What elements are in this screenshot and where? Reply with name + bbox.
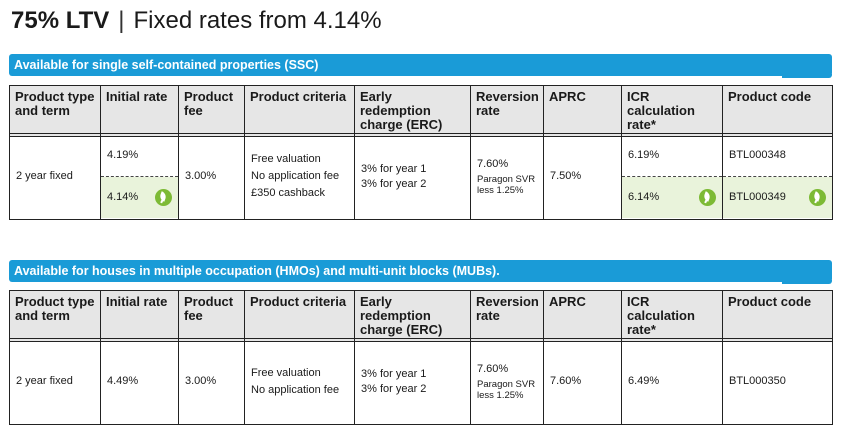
code-option-green: BTL000349 bbox=[723, 176, 832, 218]
title-subtitle: Fixed rates from 4.14% bbox=[133, 7, 382, 34]
product-term: 2 year fixed bbox=[9, 338, 101, 425]
col-product-criteria: Product criteria bbox=[244, 85, 355, 137]
section-banner-hmo-mub: Available for houses in multiple occupat… bbox=[9, 260, 832, 284]
erc-cell: 3% for year 1 3% for year 2 bbox=[354, 338, 471, 425]
col-initial-rate: Initial rate bbox=[100, 85, 179, 137]
col-reversion-rate: Reversion rate bbox=[470, 290, 544, 342]
col-product-code: Product code bbox=[722, 290, 833, 342]
col-product-code: Product code bbox=[722, 85, 833, 137]
col-reversion-rate: Reversion rate bbox=[470, 85, 544, 137]
ltv-label: 75% LTV bbox=[11, 7, 110, 34]
col-erc: Early redemption charge (ERC) bbox=[354, 85, 471, 137]
code-option-standard: BTL000348 bbox=[723, 136, 832, 177]
table-row: 2 year fixed 4.19% 4.14% 3.00% Free valu… bbox=[9, 133, 833, 220]
table-header-ssc: Product type and term Initial rate Produ… bbox=[9, 85, 833, 137]
icr-cell: 6.19% 6.14% bbox=[621, 133, 723, 220]
product-term: 2 year fixed bbox=[9, 133, 101, 220]
table-body-hmo-mub: 2 year fixed 4.49% 3.00% Free valuation … bbox=[9, 338, 833, 425]
col-aprc: APRC bbox=[543, 290, 622, 342]
col-icr: ICR calculation rate* bbox=[621, 290, 723, 342]
icr-option-green: 6.14% bbox=[622, 176, 722, 218]
leaf-icon bbox=[699, 188, 716, 206]
aprc-cell: 7.50% bbox=[543, 133, 622, 220]
rate-option-standard: 4.19% bbox=[101, 136, 178, 177]
icr-option-standard: 6.19% bbox=[622, 136, 722, 177]
col-erc: Early redemption charge (ERC) bbox=[354, 290, 471, 342]
table-row: 2 year fixed 4.49% 3.00% Free valuation … bbox=[9, 338, 833, 425]
col-aprc: APRC bbox=[543, 85, 622, 137]
reversion-cell: 7.60% Paragon SVR less 1.25% bbox=[470, 133, 544, 220]
leaf-icon bbox=[155, 188, 172, 206]
col-product-criteria: Product criteria bbox=[244, 290, 355, 342]
product-code-cell: BTL000350 bbox=[722, 338, 833, 425]
col-icr: ICR calculation rate* bbox=[621, 85, 723, 137]
rate-option-green: 4.14% bbox=[101, 176, 178, 218]
initial-rate-cell: 4.49% bbox=[100, 338, 179, 425]
section-banner-ssc: Available for single self-contained prop… bbox=[9, 54, 832, 78]
table-body-ssc: 2 year fixed 4.19% 4.14% 3.00% Free valu… bbox=[9, 133, 833, 220]
product-code-cell: BTL000348 BTL000349 bbox=[722, 133, 833, 220]
erc-cell: 3% for year 1 3% for year 2 bbox=[354, 133, 471, 220]
page-title: 75% LTV | Fixed rates from 4.14% bbox=[11, 6, 382, 36]
product-criteria: Free valuation No application fee bbox=[244, 338, 355, 425]
col-product-fee: Product fee bbox=[178, 290, 245, 342]
aprc-cell: 7.60% bbox=[543, 338, 622, 425]
initial-rate-cell: 4.19% 4.14% bbox=[100, 133, 179, 220]
col-product-fee: Product fee bbox=[178, 85, 245, 137]
col-product-type: Product type and term bbox=[9, 85, 101, 137]
product-criteria: Free valuation No application fee £350 c… bbox=[244, 133, 355, 220]
col-initial-rate: Initial rate bbox=[100, 290, 179, 342]
col-product-type: Product type and term bbox=[9, 290, 101, 342]
product-fee: 3.00% bbox=[178, 133, 245, 220]
title-separator: | bbox=[118, 7, 125, 34]
icr-cell: 6.49% bbox=[621, 338, 723, 425]
product-fee: 3.00% bbox=[178, 338, 245, 425]
reversion-cell: 7.60% Paragon SVR less 1.25% bbox=[470, 338, 544, 425]
table-header-hmo-mub: Product type and term Initial rate Produ… bbox=[9, 290, 833, 342]
leaf-icon bbox=[809, 188, 826, 206]
